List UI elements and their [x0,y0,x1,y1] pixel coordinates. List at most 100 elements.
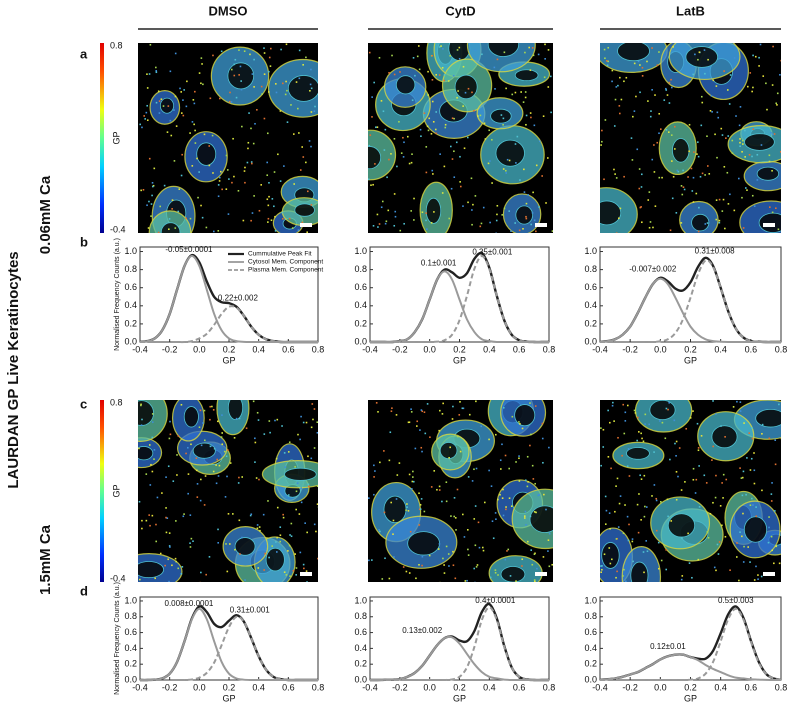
speckle [200,204,202,207]
y-tick-label: 0.6 [584,282,597,292]
peak-annotation: 0.31±0.008 [695,247,736,256]
speckle [399,229,402,232]
speckle [707,165,709,167]
speckle [424,432,427,435]
speckle [605,60,608,62]
speckle [420,446,423,449]
speckle [462,407,465,410]
speckle [213,447,216,450]
speckle [233,74,236,77]
speckle [452,550,454,553]
speckle [169,420,171,423]
speckle [601,129,603,132]
speckle [544,58,546,60]
speckle [238,49,240,51]
speckle [697,447,700,449]
nucleus [529,505,553,533]
speckle [502,117,505,120]
speckle [237,482,240,484]
speckle [527,481,529,483]
speckle [608,547,611,549]
speckle [735,115,737,117]
speckle [182,515,185,518]
speckle [640,173,643,176]
speckle [767,541,770,544]
speckle [510,230,512,232]
speckle [171,208,173,210]
speckle [447,80,450,82]
speckle [223,450,226,453]
speckle [305,421,308,424]
speckle [312,418,314,421]
x-tick-label: 0.0 [193,682,206,692]
speckle [751,497,753,500]
speckle [614,510,616,513]
speckle [658,567,660,570]
speckle [746,457,748,459]
speckle [165,516,167,519]
speckle [502,488,504,491]
speckle [768,526,770,529]
speckle [379,530,381,533]
speckle [252,400,255,403]
speckle [395,414,398,416]
nucleus [744,133,775,151]
speckle [267,204,270,207]
speckle [370,184,372,186]
speckle [654,94,656,96]
micrograph-content [600,43,781,233]
x-tick-label: 0.8 [775,682,788,692]
speckle [433,211,435,213]
speckle [703,49,706,51]
speckle [273,205,275,208]
speckle [680,185,683,187]
speckle [495,232,497,233]
speckle [140,404,142,407]
speckle [289,575,291,577]
speckle [600,144,602,146]
speckle [138,447,140,450]
speckle [443,79,446,82]
speckle [473,109,475,112]
speckle [623,568,625,571]
speckle [542,461,544,464]
speckle [538,493,541,496]
speckle [613,420,615,422]
speckle [760,144,763,146]
speckle [475,566,478,568]
x-tick-label: 0.4 [714,344,727,354]
speckle [258,209,261,212]
speckle [508,210,511,212]
speckle [441,192,444,194]
speckle [488,129,491,132]
speckle [368,144,371,147]
speckle [438,46,441,48]
speckle [532,478,535,480]
speckle [249,53,251,56]
speckle [604,119,607,121]
speckle [294,466,296,468]
speckle [429,436,431,439]
speckle [739,410,742,412]
speckle [604,523,607,525]
speckle [508,497,511,500]
speckle [489,576,492,579]
speckle [403,141,405,144]
speckle [741,150,743,153]
speckle [690,167,693,170]
speckle [776,92,779,95]
peak-annotation: -0.05±0.0001 [165,245,213,254]
y-tick-label: 0.8 [354,611,367,621]
speckle [292,569,295,572]
speckle [425,171,428,174]
series-line [369,270,549,344]
speckle [176,454,178,456]
speckle [475,400,477,403]
speckle [414,74,416,77]
x-tick-label: -0.2 [162,344,178,354]
speckle [519,422,521,425]
speckle [410,161,413,164]
speckle [295,81,298,83]
speckle [491,138,493,141]
speckle [603,48,606,51]
